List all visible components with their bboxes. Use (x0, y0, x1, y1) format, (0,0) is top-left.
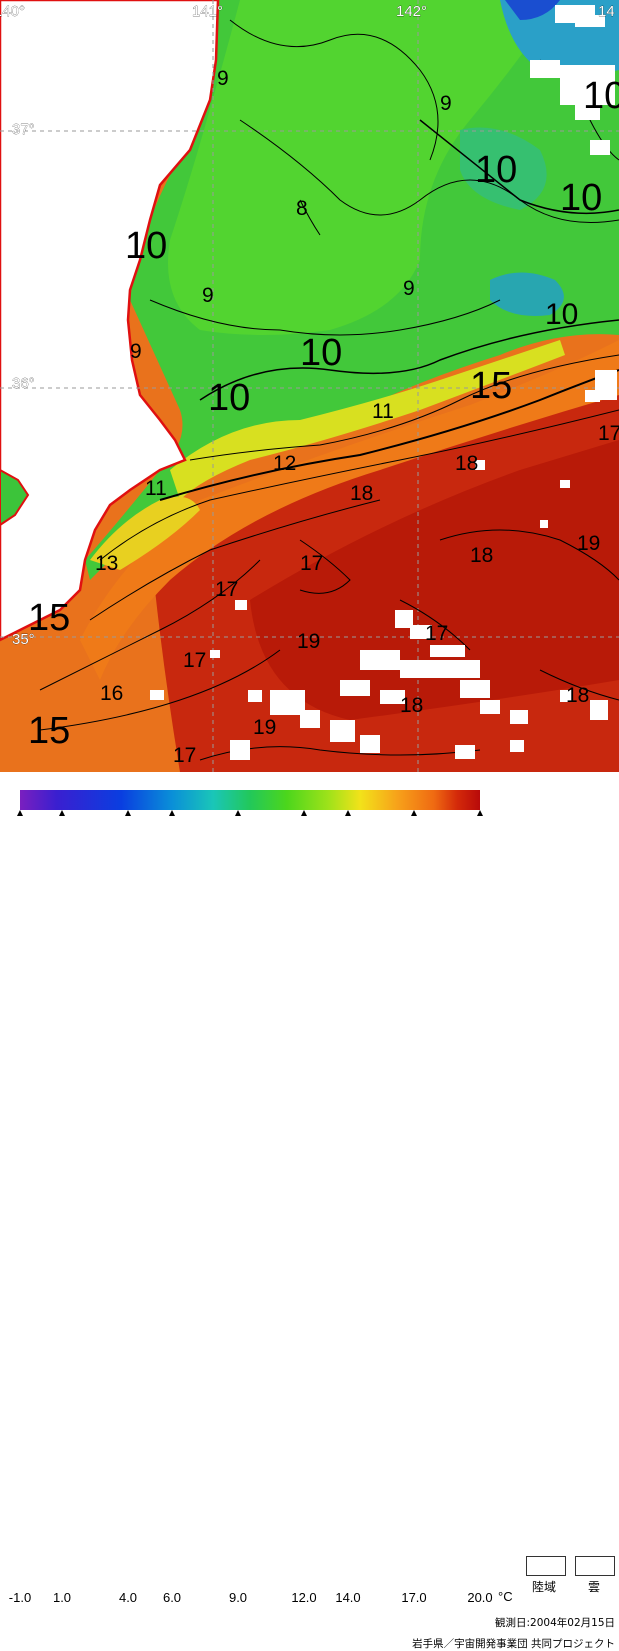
scale-tick-label: 12.0 (291, 1590, 317, 1605)
transition-zone (80, 340, 619, 680)
cloud-swatch (575, 1556, 615, 1576)
isotherm-label: 10 (583, 75, 619, 117)
land-label: 陸域 (532, 1580, 557, 1594)
color-scale-gradient (20, 790, 480, 810)
isotherm-label: 15 (470, 365, 512, 407)
isotherm-label: 9 (202, 284, 214, 307)
isotherm-label: 16 (100, 682, 123, 705)
sea-surface-temperature-map: 140° 141° 142° 14 37° 36° 35° 9 9 10 10 10 8 1… (0, 0, 619, 772)
lon-label-142: 142° (396, 3, 427, 20)
isotherm-label: 18 (470, 544, 493, 567)
cool-eddy (460, 127, 547, 210)
isotherm-label: 17 (183, 649, 206, 672)
isotherm-label: 9 (403, 277, 415, 300)
lon-label-140: 140° (0, 3, 25, 20)
isotherm-label: 12 (273, 452, 296, 475)
longitude-labels: 140° 141° 142° 14 (0, 3, 615, 20)
lat-label-35: 35° (12, 631, 35, 648)
isotherm-label: 18 (400, 694, 423, 717)
isotherm-label: 9 (217, 67, 229, 90)
latitude-labels: 37° 36° 35° (12, 121, 35, 648)
coldest-pocket (505, 0, 560, 20)
isotherm-label: 17 (425, 622, 448, 645)
isotherm-label: 10 (545, 298, 578, 331)
isotherm-label: 10 (125, 225, 167, 267)
scale-tick-label: 17.0 (401, 1590, 427, 1605)
isotherm-label: 18 (350, 482, 373, 505)
isotherm-label: 11 (372, 400, 394, 423)
isotherm-label: 18 (566, 684, 589, 707)
temperature-unit: °C (498, 1589, 513, 1604)
isotherm-label: 19 (297, 630, 320, 653)
cloud-cover (150, 5, 617, 760)
cold-core (168, 0, 560, 335)
isotherm-label: 10 (475, 149, 517, 191)
isotherm-label: 17 (598, 422, 619, 445)
scale-tick-label: 14.0 (335, 1590, 361, 1605)
cold-eddy (490, 272, 564, 316)
graticule (0, 0, 619, 772)
isotherm-contours (39, 19, 619, 761)
scale-tick-marks (17, 810, 483, 816)
isotherm-label: 17 (173, 744, 196, 767)
land-honshu (0, 0, 220, 642)
isotherm-labels: 9 9 10 10 10 8 10 9 9 9 10 10 10 11 15 17 12 11 18 18 18 19 13… (28, 67, 619, 767)
scale-tick-label: 6.0 (162, 1590, 182, 1605)
isotherm-label: 11 (145, 477, 167, 500)
scale-tick-label: 9.0 (228, 1590, 248, 1605)
lon-label-141: 141° (192, 3, 223, 20)
credit-line: 岩手県／宇宙開発事業団 共同プロジェクト (412, 1638, 615, 1650)
isotherm-label: 15 (28, 710, 70, 752)
observation-date: 観測日:2004年02月15日 (495, 1617, 615, 1629)
scale-tick-label: 1.0 (52, 1590, 72, 1605)
isotherm-label: 8 (296, 197, 308, 220)
color-scale-bar (17, 790, 483, 816)
isotherm-label: 19 (253, 716, 276, 739)
sst-map-svg: 140° 141° 142° 14 37° 36° 35° 9 9 10 10 10 8 1… (0, 0, 619, 772)
isotherm-label: 10 (208, 377, 250, 419)
shelf-front-band (170, 340, 565, 500)
land-swatch (526, 1556, 566, 1576)
scale-tick-label: -1.0 (8, 1590, 32, 1605)
isotherm-label: 9 (130, 340, 142, 363)
cloud-label: 雲 (588, 1580, 601, 1594)
isotherm-label: 17 (300, 552, 323, 575)
lon-label-143: 14 (598, 3, 615, 20)
isotherm-label: 19 (577, 532, 600, 555)
lat-label-36: 36° (12, 375, 35, 392)
isotherm-label: 18 (455, 452, 478, 475)
isotherm-label: 13 (95, 552, 118, 575)
isotherm-label: 9 (440, 92, 452, 115)
scale-tick-label: 20.0 (467, 1590, 493, 1605)
inlet-bay (0, 468, 30, 527)
scale-tick-label: 4.0 (118, 1590, 138, 1605)
isotherm-label: 17 (215, 578, 238, 601)
isotherm-label: 10 (300, 332, 342, 374)
isotherm-label: 10 (560, 177, 602, 219)
legend-panel: -1.0 1.0 4.0 6.0 9.0 12.0 14.0 17.0 20.0… (0, 772, 619, 1650)
isotherm-label: 15 (28, 597, 70, 639)
lat-label-37: 37° (12, 121, 35, 138)
warmest-water-region (250, 440, 619, 720)
